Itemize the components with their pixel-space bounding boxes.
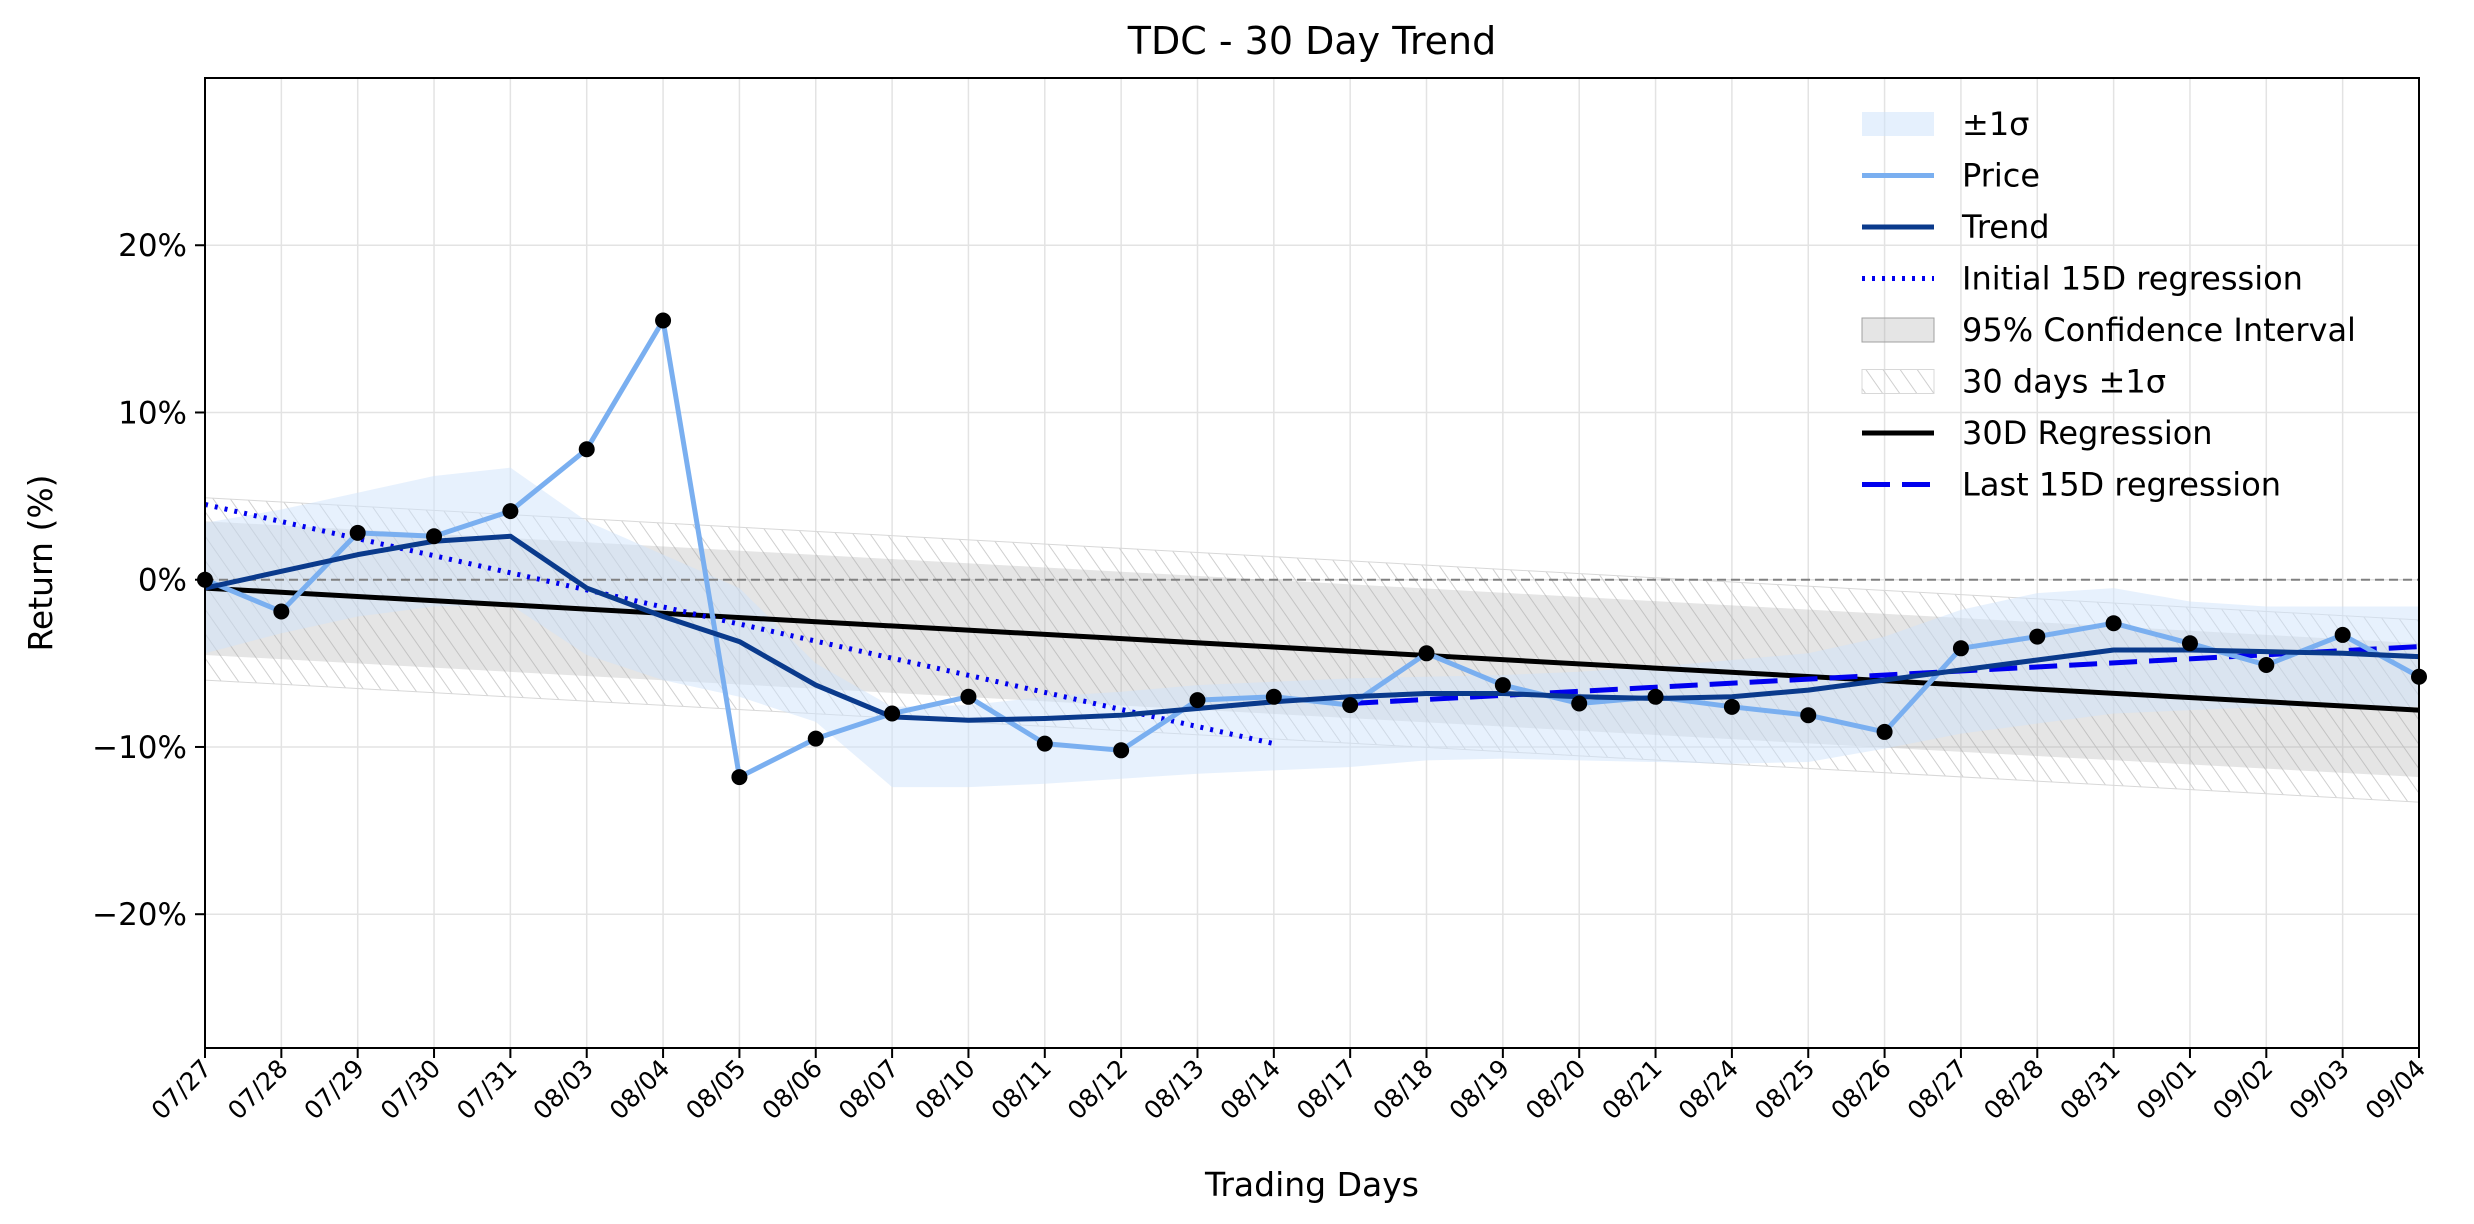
trend-line — [205, 533, 2419, 723]
price-point — [2181, 635, 2198, 652]
price-point — [2258, 657, 2275, 674]
chart-title: TDC - 30 Day Trend — [1127, 19, 1496, 63]
legend-sigma-swatch — [1862, 112, 1934, 136]
legend-sigma-label: ±1σ — [1962, 105, 2029, 143]
legend-confidence-interval-swatch — [1861, 317, 1935, 343]
y-axis-ticks: −20% −10% 0% 10% 20% — [92, 228, 205, 933]
sigma-band — [205, 467, 2419, 788]
price-point — [502, 503, 519, 520]
price-point — [1189, 692, 1206, 709]
price-point — [1036, 735, 1053, 752]
price-point — [655, 312, 672, 329]
legend: ±1σ Price Trend Initial 15D regression 95% C… — [1861, 105, 2356, 504]
price-point — [884, 705, 901, 722]
y-axis-label: Return (%) — [21, 474, 60, 651]
price-point — [1571, 695, 1588, 712]
x-axis-label: Trading Days — [1204, 1165, 1419, 1204]
series-lines — [205, 318, 2419, 780]
legend-trend-label: Trend — [1961, 208, 2050, 246]
price-point — [731, 769, 748, 786]
plot-frame — [204, 77, 2420, 1049]
y-tick-label: 0% — [138, 563, 187, 599]
price-point — [426, 528, 443, 545]
price-point — [578, 441, 595, 458]
legend-initial-15d-label: Initial 15D regression — [1962, 260, 2303, 298]
price-point — [1723, 698, 1740, 715]
price-point — [349, 524, 366, 541]
legend-sigma30-swatch — [1861, 369, 1935, 394]
legend-price-label: Price — [1962, 157, 2040, 195]
price-point — [1952, 640, 1969, 657]
price-point — [960, 688, 977, 705]
legend-last-15d-label: Last 15D regression — [1962, 466, 2281, 504]
30d-regression-line — [205, 585, 2419, 713]
price-point — [1800, 707, 1817, 724]
price-point — [1113, 742, 1130, 759]
price-point — [2105, 615, 2122, 632]
price-point — [273, 603, 290, 620]
y-tick-label: 10% — [118, 395, 187, 431]
price-point — [2334, 626, 2351, 643]
price-point — [1418, 645, 1435, 662]
price-markers — [197, 312, 2427, 786]
legend-sigma30-label: 30 days ±1σ — [1962, 363, 2166, 401]
price-point — [1494, 677, 1511, 694]
legend-confidence-interval-label: 95% Confidence Interval — [1962, 311, 2356, 349]
y-tick-label: 20% — [118, 228, 187, 264]
price-point — [1265, 688, 1282, 705]
price-point — [2029, 628, 2046, 645]
y-tick-label: −20% — [92, 897, 187, 933]
initial-15d-regression-line — [205, 502, 1275, 747]
price-point — [1876, 723, 1893, 740]
legend-30d-regression-label: 30D Regression — [1962, 414, 2213, 452]
price-point — [1647, 688, 1664, 705]
y-tick-label: −10% — [92, 730, 187, 766]
price-point — [807, 730, 824, 747]
price-point — [1342, 697, 1359, 714]
